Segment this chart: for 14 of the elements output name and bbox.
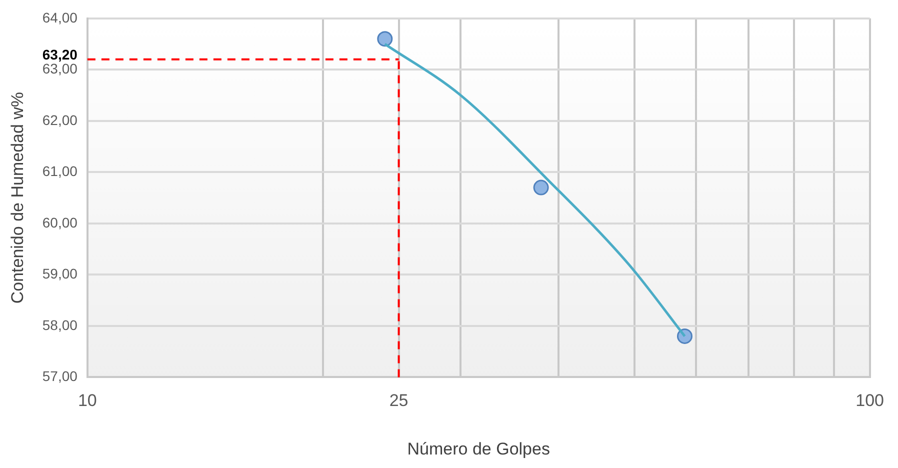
y-tick-label: 62,00 bbox=[42, 112, 78, 128]
y-tick-label: 57,00 bbox=[42, 368, 78, 384]
x-tick-label: 10 bbox=[78, 391, 97, 410]
y-tick-label: 60,00 bbox=[42, 214, 78, 230]
y-tick-label: 63,00 bbox=[42, 60, 78, 77]
y-tick-label: 61,00 bbox=[42, 163, 78, 180]
x-tick-label: 100 bbox=[856, 391, 884, 410]
y-axis-title: Contenido de Humedad w% bbox=[8, 92, 27, 304]
y-tick-label: 59,00 bbox=[42, 266, 78, 282]
x-axis-title: Número de Golpes bbox=[407, 439, 550, 458]
y-tick-label: 58,00 bbox=[42, 316, 78, 333]
x-tick-label: 25 bbox=[389, 391, 408, 410]
ref-line-label: 63,20 bbox=[42, 46, 78, 62]
y-tick-label: 64,00 bbox=[42, 9, 78, 26]
